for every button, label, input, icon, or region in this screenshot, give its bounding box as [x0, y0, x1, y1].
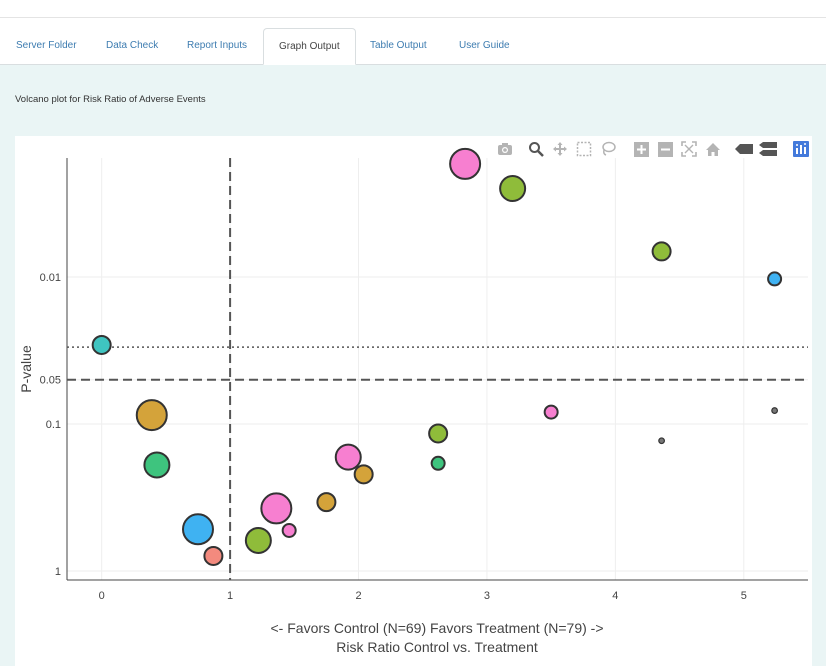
data-point	[449, 147, 482, 180]
tab-graph-output[interactable]: Graph Output	[263, 28, 356, 65]
data-point	[143, 451, 171, 479]
y-tick-label: 0.1	[46, 419, 61, 431]
x-axis-title-line1: <- Favors Control (N=69) Favors Treatmen…	[271, 620, 604, 636]
x-tick-label: 5	[741, 590, 747, 602]
data-point	[651, 241, 672, 262]
data-point	[316, 492, 337, 513]
x-tick-label: 0	[99, 590, 105, 602]
box-select-icon[interactable]	[575, 140, 593, 158]
data-point	[244, 526, 272, 554]
data-point	[91, 334, 112, 355]
tab-report-inputs[interactable]: Report Inputs	[187, 40, 248, 51]
zoom-out-icon[interactable]	[656, 140, 674, 158]
home-icon[interactable]	[704, 140, 722, 158]
data-point	[428, 423, 449, 444]
tab-table-output[interactable]: Table Output	[370, 40, 427, 51]
y-tick-label: 0.01	[40, 272, 61, 284]
data-point	[767, 271, 783, 287]
x-tick-label: 4	[612, 590, 618, 602]
hover-closest-icon[interactable]	[735, 140, 753, 158]
data-point	[543, 404, 559, 420]
data-point	[430, 455, 446, 471]
data-point	[499, 174, 527, 202]
tab-server-folder[interactable]: Server Folder	[16, 40, 77, 51]
zoom-in-icon[interactable]	[632, 140, 650, 158]
x-tick-label: 3	[484, 590, 490, 602]
data-point	[135, 399, 168, 432]
x-tick-label: 1	[227, 590, 233, 602]
y-tick-label: 0.05	[40, 375, 61, 387]
data-point	[658, 437, 665, 445]
data-point	[203, 545, 224, 566]
hover-compare-icon[interactable]	[759, 140, 777, 158]
camera-icon[interactable]	[496, 140, 514, 158]
page-title: Volcano plot for Risk Ratio of Adverse E…	[15, 94, 206, 105]
top-navbar	[0, 0, 826, 18]
data-point	[353, 464, 374, 485]
lasso-icon[interactable]	[599, 140, 617, 158]
tab-data-check[interactable]: Data Check	[106, 40, 159, 51]
data-point	[334, 443, 362, 471]
plotly-logo-icon[interactable]	[792, 140, 810, 158]
tab-bar: Server Folder Data Check Report Inputs G…	[0, 18, 826, 65]
pan-icon[interactable]	[551, 140, 569, 158]
zoom-icon[interactable]	[527, 140, 545, 158]
data-point	[281, 522, 297, 538]
data-point	[181, 513, 214, 546]
autoscale-icon[interactable]	[680, 140, 698, 158]
data-point	[260, 492, 293, 525]
x-axis-title-line2: Risk Ratio Control vs. Treatment	[336, 639, 538, 655]
y-tick-label: 1	[55, 566, 61, 578]
y-axis-title: P-value	[18, 345, 34, 393]
x-tick-label: 2	[355, 590, 361, 602]
data-point	[771, 407, 779, 414]
tab-user-guide[interactable]: User Guide	[459, 40, 510, 51]
